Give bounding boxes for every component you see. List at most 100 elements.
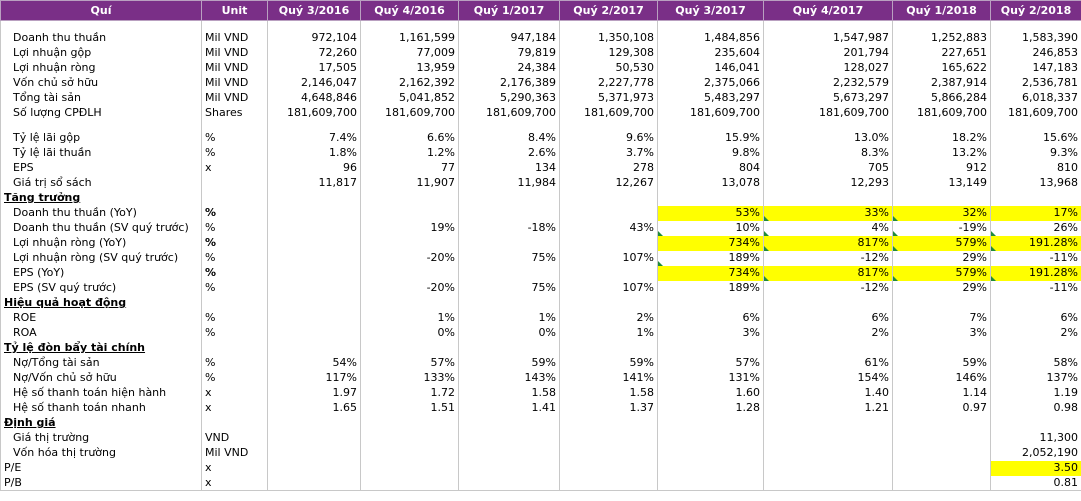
value-cell[interactable] xyxy=(657,340,764,356)
value-cell[interactable]: 3.7% xyxy=(559,145,658,161)
value-cell[interactable] xyxy=(458,445,560,461)
unit-cell[interactable]: Mil VND xyxy=(201,30,268,46)
value-cell[interactable]: 1.51 xyxy=(360,400,459,416)
value-cell[interactable]: 141% xyxy=(559,370,658,386)
section-title[interactable]: Tăng trưởng xyxy=(0,190,202,206)
value-cell[interactable] xyxy=(267,205,361,221)
row-label[interactable]: P/E xyxy=(0,460,202,476)
value-cell[interactable]: 181,609,700 xyxy=(360,105,459,121)
value-cell[interactable]: 75% xyxy=(458,250,560,266)
value-cell[interactable]: 2,227,778 xyxy=(559,75,658,91)
value-cell[interactable]: 804 xyxy=(657,160,764,176)
value-cell[interactable] xyxy=(267,415,361,431)
value-cell[interactable]: 43% xyxy=(559,220,658,236)
value-cell[interactable]: 11,984 xyxy=(458,175,560,191)
value-cell[interactable]: 191.28% xyxy=(990,235,1081,251)
value-cell[interactable]: 2,387,914 xyxy=(892,75,991,91)
row-label[interactable]: Vốn hóa thị trường xyxy=(0,445,202,461)
value-cell[interactable] xyxy=(763,430,893,446)
value-cell[interactable] xyxy=(360,235,459,251)
unit-cell[interactable] xyxy=(201,20,268,31)
value-cell[interactable]: -20% xyxy=(360,280,459,296)
value-cell[interactable]: 2% xyxy=(990,325,1081,341)
value-cell[interactable] xyxy=(458,235,560,251)
value-cell[interactable]: 1.21 xyxy=(763,400,893,416)
value-cell[interactable]: 10% xyxy=(657,220,764,236)
value-cell[interactable] xyxy=(559,120,658,131)
value-cell[interactable] xyxy=(458,205,560,221)
value-cell[interactable] xyxy=(763,120,893,131)
value-cell[interactable]: 1,161,599 xyxy=(360,30,459,46)
row-label[interactable]: Lợi nhuận ròng (YoY) xyxy=(0,235,202,251)
value-cell[interactable]: 579% xyxy=(892,235,991,251)
value-cell[interactable]: 2,162,392 xyxy=(360,75,459,91)
value-cell[interactable] xyxy=(559,265,658,281)
header-q1-2017[interactable]: Quý 1/2017 xyxy=(458,0,560,21)
value-cell[interactable]: 191.28% xyxy=(990,265,1081,281)
value-cell[interactable] xyxy=(267,190,361,206)
value-cell[interactable]: 15.9% xyxy=(657,130,764,146)
value-cell[interactable]: 13,078 xyxy=(657,175,764,191)
value-cell[interactable]: 0.81 xyxy=(990,475,1081,491)
value-cell[interactable]: 6% xyxy=(763,310,893,326)
value-cell[interactable] xyxy=(892,340,991,356)
value-cell[interactable]: -19% xyxy=(892,220,991,236)
value-cell[interactable]: 1.2% xyxy=(360,145,459,161)
unit-cell[interactable]: % xyxy=(201,220,268,236)
value-cell[interactable]: 189% xyxy=(657,280,764,296)
row-label[interactable]: Số lượng CPĐLH xyxy=(0,105,202,121)
header-period[interactable]: Quí xyxy=(0,0,202,21)
value-cell[interactable]: 5,371,973 xyxy=(559,90,658,106)
value-cell[interactable] xyxy=(267,250,361,266)
value-cell[interactable]: 181,609,700 xyxy=(559,105,658,121)
value-cell[interactable]: 59% xyxy=(458,355,560,371)
value-cell[interactable]: 810 xyxy=(990,160,1081,176)
value-cell[interactable] xyxy=(892,20,991,31)
value-cell[interactable]: 2.6% xyxy=(458,145,560,161)
value-cell[interactable] xyxy=(458,265,560,281)
value-cell[interactable]: 181,609,700 xyxy=(267,105,361,121)
value-cell[interactable]: 53% xyxy=(657,205,764,221)
row-label[interactable]: Lợi nhuận gộp xyxy=(0,45,202,61)
row-label[interactable]: P/B xyxy=(0,475,202,491)
row-label[interactable]: Lợi nhuận ròng xyxy=(0,60,202,76)
value-cell[interactable] xyxy=(892,445,991,461)
value-cell[interactable]: 17% xyxy=(990,205,1081,221)
value-cell[interactable]: -11% xyxy=(990,250,1081,266)
value-cell[interactable] xyxy=(360,20,459,31)
value-cell[interactable]: 18.2% xyxy=(892,130,991,146)
value-cell[interactable]: 77,009 xyxy=(360,45,459,61)
value-cell[interactable]: 146,041 xyxy=(657,60,764,76)
value-cell[interactable]: 13.2% xyxy=(892,145,991,161)
header-q2-2018[interactable]: Quý 2/2018 xyxy=(990,0,1081,21)
unit-cell[interactable]: % xyxy=(201,325,268,341)
unit-cell[interactable]: Mil VND xyxy=(201,60,268,76)
unit-cell[interactable]: Mil VND xyxy=(201,445,268,461)
value-cell[interactable]: 13.0% xyxy=(763,130,893,146)
value-cell[interactable] xyxy=(360,120,459,131)
value-cell[interactable] xyxy=(360,445,459,461)
value-cell[interactable]: 1.65 xyxy=(267,400,361,416)
value-cell[interactable] xyxy=(267,475,361,491)
value-cell[interactable] xyxy=(892,460,991,476)
value-cell[interactable]: 133% xyxy=(360,370,459,386)
value-cell[interactable] xyxy=(657,120,764,131)
value-cell[interactable] xyxy=(763,20,893,31)
value-cell[interactable]: 705 xyxy=(763,160,893,176)
value-cell[interactable] xyxy=(763,295,893,311)
unit-cell[interactable]: x xyxy=(201,475,268,491)
value-cell[interactable] xyxy=(360,460,459,476)
row-label[interactable]: Giá thị trường xyxy=(0,430,202,446)
value-cell[interactable]: 165,622 xyxy=(892,60,991,76)
value-cell[interactable] xyxy=(267,460,361,476)
row-label[interactable]: Hệ số thanh toán nhanh xyxy=(0,400,202,416)
value-cell[interactable]: 9.6% xyxy=(559,130,658,146)
value-cell[interactable]: 0.97 xyxy=(892,400,991,416)
value-cell[interactable]: 246,853 xyxy=(990,45,1081,61)
value-cell[interactable] xyxy=(559,430,658,446)
unit-cell[interactable]: x xyxy=(201,400,268,416)
value-cell[interactable] xyxy=(657,430,764,446)
value-cell[interactable] xyxy=(763,190,893,206)
value-cell[interactable]: 6.6% xyxy=(360,130,459,146)
value-cell[interactable]: 181,609,700 xyxy=(990,105,1081,121)
